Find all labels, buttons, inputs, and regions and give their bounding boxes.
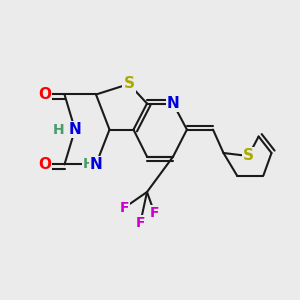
Text: F: F <box>136 216 145 230</box>
Text: S: S <box>243 148 254 164</box>
Text: N: N <box>167 96 179 111</box>
Text: S: S <box>124 76 134 92</box>
Text: H: H <box>53 123 64 136</box>
Text: O: O <box>38 87 51 102</box>
Text: H: H <box>83 158 94 171</box>
Text: N: N <box>90 157 102 172</box>
Text: F: F <box>120 201 129 214</box>
Text: F: F <box>150 206 159 220</box>
Text: O: O <box>38 157 51 172</box>
Text: N: N <box>69 122 81 137</box>
